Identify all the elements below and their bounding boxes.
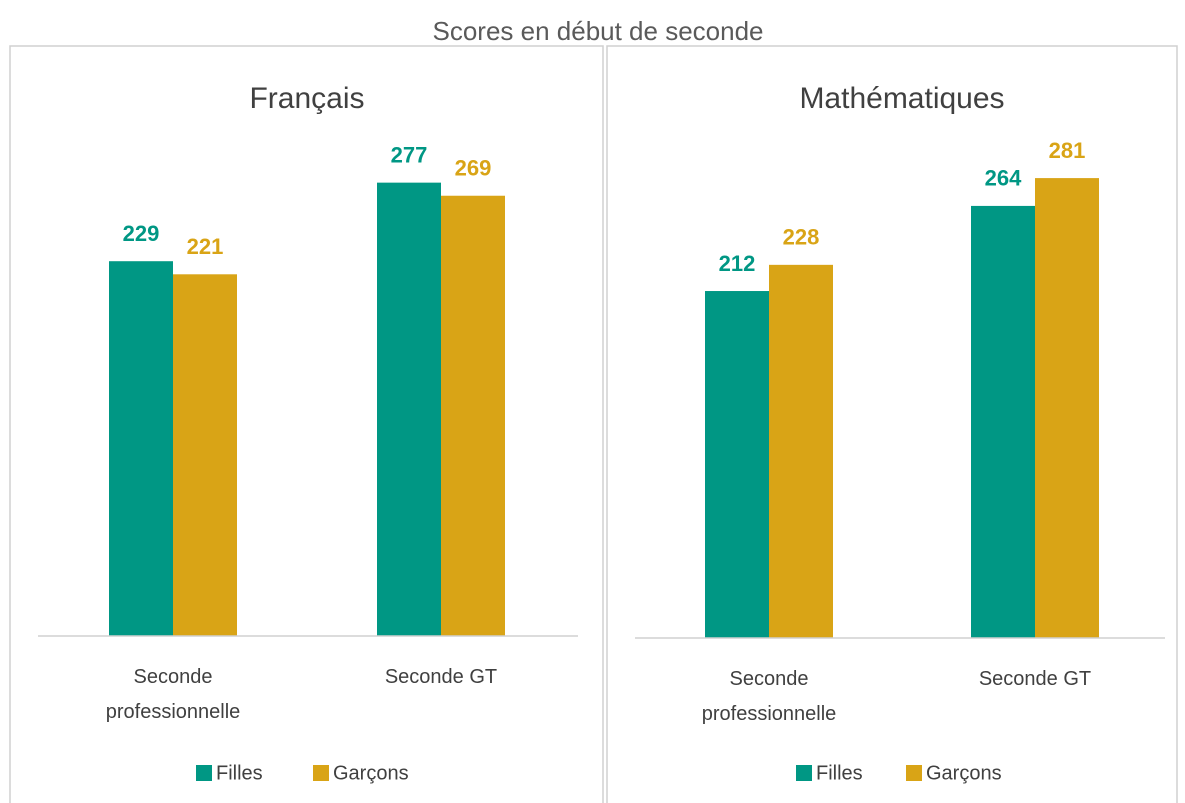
legend-label: Garçons bbox=[333, 762, 409, 784]
bar bbox=[173, 274, 237, 636]
data-label: 281 bbox=[1049, 138, 1086, 163]
panel-border bbox=[9, 45, 604, 803]
x-tick-label: Seconde GT bbox=[978, 668, 1092, 690]
bar bbox=[441, 195, 505, 636]
data-label: 212 bbox=[719, 251, 756, 276]
page-title: Scores en début de seconde bbox=[432, 16, 763, 46]
x-tick-label: Seconde GT bbox=[384, 666, 498, 688]
data-label: 228 bbox=[783, 225, 820, 250]
legend-marker bbox=[196, 765, 212, 781]
bar bbox=[1035, 178, 1099, 638]
bar bbox=[109, 261, 173, 636]
bar bbox=[769, 264, 833, 638]
bar bbox=[705, 291, 769, 638]
bar bbox=[377, 182, 441, 637]
data-label: 221 bbox=[187, 234, 224, 259]
data-label: 264 bbox=[985, 166, 1022, 191]
data-label: 229 bbox=[123, 221, 160, 246]
legend-marker bbox=[906, 765, 922, 781]
legend-marker bbox=[796, 765, 812, 781]
legend-label: Filles bbox=[216, 762, 263, 784]
panel-border bbox=[606, 45, 1178, 803]
data-label: 277 bbox=[391, 142, 428, 167]
legend-label: Garçons bbox=[926, 762, 1002, 784]
chart-title: Français bbox=[249, 82, 364, 115]
legend-label: Filles bbox=[816, 762, 863, 784]
x-tick-label: Seconde professionnelle bbox=[105, 666, 241, 723]
bar bbox=[971, 205, 1035, 639]
data-label: 269 bbox=[455, 156, 492, 181]
chart-title: Mathématiques bbox=[799, 82, 1004, 115]
x-tick-label: Seconde professionnelle bbox=[701, 668, 837, 725]
legend-marker bbox=[313, 765, 329, 781]
